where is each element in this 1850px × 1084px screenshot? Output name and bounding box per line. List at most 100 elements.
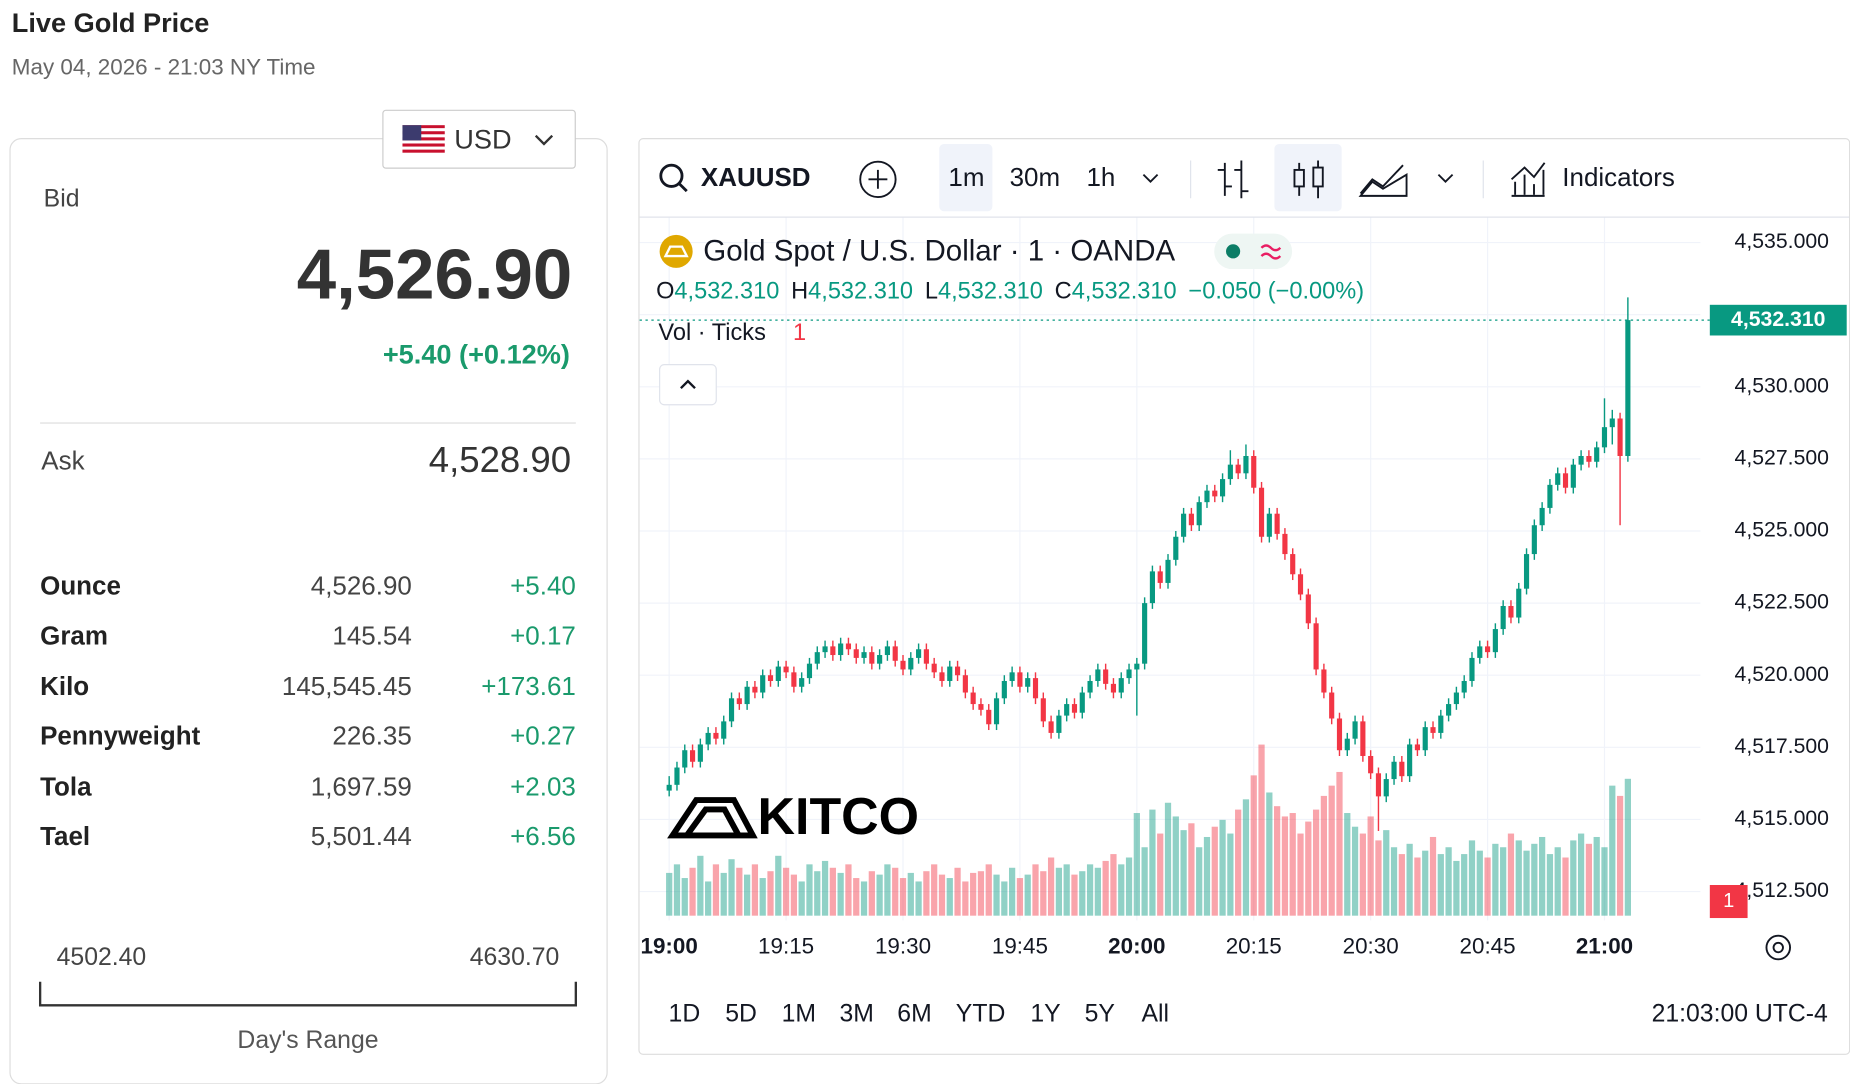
candle-body <box>884 646 890 656</box>
indicators-icon[interactable] <box>1510 162 1546 197</box>
unit-price: 145,545.45 <box>281 671 412 701</box>
unit-row: Tola 1,697.59 +2.03 <box>40 771 576 806</box>
last-price-tag <box>1709 304 1847 336</box>
unit-change: +6.56 <box>510 821 576 851</box>
settings-icon <box>1772 941 1784 954</box>
volume-bar <box>1001 881 1008 916</box>
area-icon[interactable] <box>1358 164 1408 197</box>
volume-bar <box>1367 816 1374 916</box>
volume-bar <box>1429 836 1437 916</box>
candle-body <box>1258 487 1265 537</box>
volume-bar <box>1453 860 1460 916</box>
symbol[interactable]: XAUUSD <box>701 162 811 192</box>
candle-body <box>877 655 883 664</box>
candle-body <box>1453 692 1459 705</box>
volume-bar <box>1009 867 1016 916</box>
chevron[interactable] <box>1142 173 1159 184</box>
wave-icon <box>1260 244 1282 260</box>
y-tick-label: 4,535.000 <box>1735 229 1829 253</box>
candle-body <box>666 784 672 791</box>
candle-body <box>1079 692 1085 713</box>
candle-body <box>1009 672 1015 681</box>
candle-body <box>954 666 961 676</box>
volume-bar <box>1219 819 1226 916</box>
volume-bar <box>1320 795 1328 916</box>
currency-select[interactable]: USD <box>382 109 576 169</box>
range-button[interactable]: 5D <box>725 1000 757 1027</box>
range-button[interactable]: 3M <box>839 1000 873 1027</box>
range-bar <box>38 981 578 1007</box>
range-button[interactable]: All <box>1141 1000 1169 1027</box>
volume-bar <box>806 864 813 916</box>
y-tick-label: 4,530.000 <box>1735 373 1829 397</box>
volume-bar <box>782 867 790 916</box>
candle-body <box>689 750 696 762</box>
volume-bar <box>1188 823 1195 916</box>
candle-body <box>1251 456 1257 488</box>
candle-body <box>744 686 750 705</box>
y-tick-label: 4,522.500 <box>1735 590 1829 614</box>
volume-bar <box>860 881 868 916</box>
ohlc-key: L <box>925 278 938 304</box>
volume-bar <box>970 872 977 916</box>
settings-icon[interactable] <box>1765 934 1792 961</box>
candle-body <box>1578 456 1584 465</box>
volume-bar <box>1172 816 1179 916</box>
x-tick-label: 20:45 <box>1460 933 1516 958</box>
candle-body <box>1336 718 1343 751</box>
volume-bar <box>884 864 891 916</box>
volume-bar <box>1375 840 1382 916</box>
candles-icon <box>1312 166 1324 188</box>
candle-body <box>1485 646 1491 653</box>
search-icon[interactable] <box>659 163 684 188</box>
range-button[interactable]: 1Y <box>1030 1000 1060 1027</box>
candle-body <box>1149 571 1155 604</box>
range-button[interactable]: 6M <box>897 1000 931 1027</box>
candle-body <box>1118 678 1124 693</box>
volume-bar <box>1040 871 1047 916</box>
candle-body <box>838 643 844 656</box>
volume-bar <box>666 872 673 916</box>
range-button[interactable]: 1D <box>669 1000 701 1027</box>
volume-bar <box>705 881 712 916</box>
interval-button[interactable]: 30m <box>1010 162 1061 192</box>
unit-price: 4,526.90 <box>310 571 412 601</box>
indicators-button[interactable]: Indicators <box>1562 162 1675 192</box>
candle-body <box>674 767 680 785</box>
candle-body <box>1282 533 1288 555</box>
unit-price: 5,501.44 <box>310 821 412 851</box>
visibility-pill[interactable] <box>1214 233 1293 270</box>
interval-button[interactable]: 1h <box>1087 162 1116 192</box>
volume-bar <box>1203 836 1211 916</box>
candle-body <box>1609 418 1615 428</box>
bars-icon[interactable] <box>1217 160 1249 199</box>
candle-body <box>1492 629 1498 653</box>
candle-body <box>799 678 805 687</box>
timestamp: May 04, 2026 - 21:03 NY Time <box>11 55 316 81</box>
volume-bar <box>1016 878 1024 916</box>
candle-body <box>923 649 929 664</box>
chevron[interactable] <box>1437 173 1454 184</box>
volume-bar <box>821 860 829 916</box>
candle-body <box>1625 320 1631 457</box>
volume-bar <box>1110 854 1117 916</box>
volume-bar <box>1312 809 1320 916</box>
plus-icon <box>868 169 888 189</box>
ohlc-key: H <box>791 278 808 304</box>
collapse-button[interactable] <box>659 364 717 406</box>
last-price-label: 4,532.310 <box>1731 307 1825 331</box>
volume-bar <box>1523 850 1530 916</box>
candle-body <box>705 732 711 745</box>
range-button[interactable]: 5Y <box>1085 1000 1115 1027</box>
candle-body <box>1477 646 1483 658</box>
compare-button[interactable] <box>859 160 897 199</box>
volume-bar <box>1554 847 1561 916</box>
candle-body <box>760 675 766 693</box>
unit-name: Tael <box>40 821 91 851</box>
unit-price: 226.35 <box>332 721 412 751</box>
range-button[interactable]: YTD <box>956 1000 1006 1027</box>
bid-label: Bid <box>43 185 80 213</box>
range-button[interactable]: 1M <box>782 1000 816 1027</box>
x-tick-label: 21:00 <box>1576 933 1633 958</box>
interval-button[interactable]: 1m <box>948 162 984 192</box>
